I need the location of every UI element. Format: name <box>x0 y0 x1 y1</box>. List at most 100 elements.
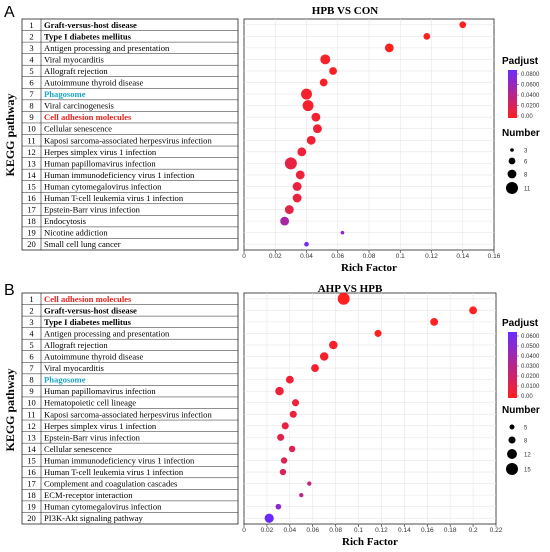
pathway-label: Viral myocarditis <box>44 54 105 64</box>
x-tick-label: 0.02 <box>261 527 274 534</box>
legend-color-bar <box>508 332 517 398</box>
row-number: 6 <box>29 78 34 88</box>
data-point <box>292 182 302 191</box>
pathway-label: Complement and coagulation cascades <box>44 479 178 489</box>
row-number: 9 <box>29 112 33 122</box>
data-point <box>374 329 382 337</box>
row-number: 8 <box>29 101 33 111</box>
legend-size-title: Number <box>502 128 540 139</box>
pathway-label: Autoimmune thyroid disease <box>44 78 143 88</box>
row-number: 14 <box>27 444 36 454</box>
pathway-label: Human cytomegalovirus infection <box>44 181 162 191</box>
row-number: 8 <box>29 375 33 385</box>
legend-size-label: 5 <box>524 426 528 432</box>
data-point <box>280 216 290 226</box>
legend-color-tick-label: 0.0600 <box>521 83 540 89</box>
legend-size-label: 11 <box>524 187 531 193</box>
x-tick-label: 0.12 <box>425 253 438 260</box>
pathway-label: Viral carcinogenesis <box>44 101 115 111</box>
x-axis-title: Rich Factor <box>341 262 397 274</box>
pathway-label: ECM-receptor interaction <box>44 490 133 500</box>
row-number: 18 <box>27 216 36 226</box>
pathway-label: Human cytomegalovirus infection <box>44 502 162 512</box>
pathway-label: Graft-versus-host disease <box>44 305 137 315</box>
x-tick-label: 0.02 <box>269 253 282 260</box>
legend-color-tick-label: 0.0200 <box>521 104 540 110</box>
x-tick-label: 0.2 <box>469 527 478 534</box>
legend-size-label: 3 <box>524 149 528 155</box>
x-tick-label: 0.08 <box>329 527 342 534</box>
pathway-label: Cellular senescence <box>44 444 112 454</box>
row-number: 5 <box>29 340 33 350</box>
legend-size-point <box>507 169 517 179</box>
x-tick-label: 0.22 <box>490 527 503 534</box>
row-number: 3 <box>29 317 33 327</box>
legend-size-label: 12 <box>524 453 531 459</box>
legend-size-point <box>509 424 515 430</box>
row-number: 10 <box>27 124 36 134</box>
chart-title: HPB VS CON <box>312 5 378 17</box>
pathway-label: Herpes simplex virus 1 infection <box>44 421 157 431</box>
data-point <box>340 230 345 235</box>
data-point <box>280 457 288 464</box>
data-point <box>275 503 282 510</box>
row-number: 2 <box>29 305 33 315</box>
legend-size-point <box>506 182 518 194</box>
legend-size-point <box>506 463 518 475</box>
data-point <box>291 399 300 407</box>
pathway-label: Viral myocarditis <box>44 363 105 373</box>
row-number: 9 <box>29 386 33 396</box>
data-point <box>302 100 314 112</box>
pathway-label: Cellular senescence <box>44 124 112 134</box>
row-number: 12 <box>27 147 36 157</box>
legend-size-label: 15 <box>524 468 531 474</box>
data-point <box>311 364 319 372</box>
row-number: 10 <box>27 398 36 408</box>
row-number: 18 <box>27 490 36 500</box>
data-point <box>319 352 329 361</box>
chart-title: AHP VS HPB <box>318 283 383 295</box>
x-tick-label: 0.18 <box>444 527 457 534</box>
legend-color-tick-label: 0.0100 <box>521 384 540 390</box>
row-number: 17 <box>27 479 36 489</box>
x-tick-label: 0.1 <box>354 527 363 534</box>
data-point <box>320 54 331 65</box>
legend-color-tick-label: 0.0200 <box>521 374 540 380</box>
legend-color-tick-label: 0.00 <box>521 114 533 120</box>
y-axis-title: KEGG pathway <box>3 368 17 451</box>
legend-color-tick-label: 0.0600 <box>521 334 540 340</box>
x-tick-label: 0.08 <box>363 253 376 260</box>
pathway-label: Antigen processing and presentation <box>44 328 170 338</box>
legend-size-label: 8 <box>524 173 528 179</box>
data-point <box>423 32 431 40</box>
pathway-label: Cell adhesion molecules <box>44 294 132 304</box>
legend-size-title: Number <box>502 405 540 416</box>
pathway-label: Nicotine addiction <box>44 228 108 238</box>
pathway-label: Human immunodeficiency virus 1 infection <box>44 170 195 180</box>
data-point <box>275 386 284 396</box>
x-tick-label: 0.12 <box>375 527 388 534</box>
pathway-label: Small cell lung cancer <box>44 239 121 249</box>
legend-size-point <box>510 148 514 152</box>
x-tick-label: 0.06 <box>331 253 344 260</box>
pathway-label: Herpes simplex virus 1 infection <box>44 147 157 157</box>
pathway-label: Allograft rejection <box>44 66 108 76</box>
row-number: 12 <box>27 421 36 431</box>
row-number: 20 <box>27 239 36 249</box>
pathway-label: Phagosome <box>44 375 86 385</box>
data-point <box>304 241 309 247</box>
x-tick-label: 0.14 <box>456 253 469 260</box>
pathway-label: PI3K-Akt signaling pathway <box>44 513 144 523</box>
data-point <box>337 292 350 305</box>
pathway-label: Allograft rejection <box>44 340 108 350</box>
row-number: 20 <box>27 513 36 523</box>
pathway-label: Human papillomavirus infection <box>44 158 156 168</box>
data-point <box>264 513 274 523</box>
data-point <box>307 481 312 486</box>
row-number: 19 <box>27 228 36 238</box>
data-point <box>311 112 321 122</box>
data-point <box>313 124 322 134</box>
data-point <box>297 147 307 157</box>
pathway-label: Autoimmune thyroid disease <box>44 352 143 362</box>
